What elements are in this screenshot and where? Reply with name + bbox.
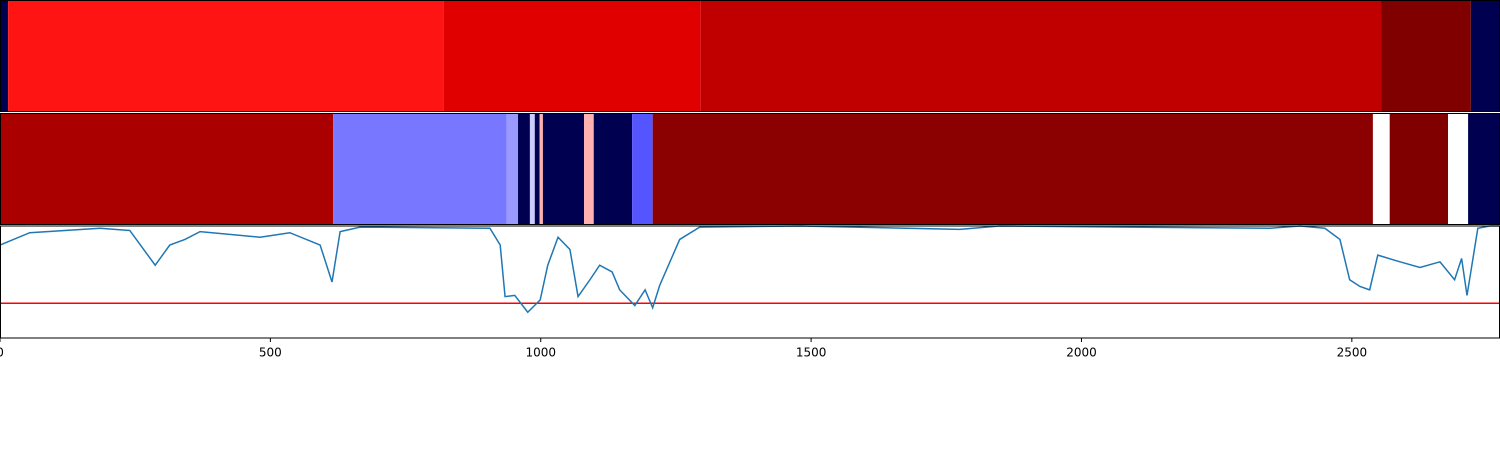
data-line [0,225,1500,314]
heatmap-cell [534,113,540,225]
heatmap-cell [0,113,334,225]
x-tick-label: 2500 [1337,346,1368,360]
x-tick-label: 500 [259,346,282,360]
x-tick-label: 0 [0,346,4,360]
panel-frame [0,225,1500,339]
heatmap-cell [593,113,633,225]
x-tick-label: 1500 [796,346,827,360]
heatmap-cell [700,0,1382,112]
heatmap-cell [529,113,535,225]
heatmap-cell [518,113,530,225]
heatmap-cell [506,113,519,225]
heatmap-cell [8,0,444,112]
heatmap-cell [333,113,507,225]
heatmap-cell [652,113,1373,225]
heatmap-cell [583,113,594,225]
heatmap-cell [1372,113,1390,225]
heatmap-cell [539,113,543,225]
heatmap-cell [632,113,653,225]
x-tick-label: 1000 [525,346,556,360]
heatmap-cell [1448,113,1469,225]
heatmap-cell [1381,0,1471,112]
heatmap-cell [1389,113,1449,225]
heatmap-cell [443,0,701,112]
heatmap-cell [542,113,584,225]
heatmap-cell [1470,0,1500,112]
heatmap-cell [1468,113,1500,225]
heatmap-cell [0,0,9,112]
x-tick-label: 2000 [1066,346,1097,360]
